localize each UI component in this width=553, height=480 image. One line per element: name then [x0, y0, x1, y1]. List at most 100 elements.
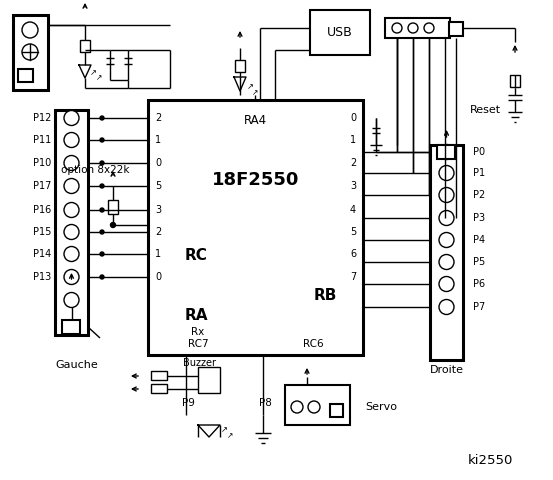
- Text: P6: P6: [473, 279, 485, 289]
- Text: 1: 1: [350, 135, 356, 145]
- Text: P16: P16: [33, 205, 51, 215]
- Text: P7: P7: [473, 302, 485, 312]
- Bar: [55, 110, 88, 335]
- Text: P9: P9: [181, 398, 195, 408]
- Text: 0: 0: [155, 158, 161, 168]
- Circle shape: [64, 247, 79, 262]
- Bar: [449, 22, 463, 36]
- Bar: [330, 404, 343, 417]
- Circle shape: [64, 225, 79, 240]
- Text: ↗: ↗: [247, 83, 253, 92]
- Text: P0: P0: [473, 147, 485, 157]
- Bar: [13, 15, 48, 90]
- Circle shape: [100, 138, 104, 142]
- Text: 0: 0: [350, 113, 356, 123]
- Text: P17: P17: [33, 181, 51, 191]
- Circle shape: [408, 23, 418, 33]
- Circle shape: [439, 276, 454, 291]
- Text: 2: 2: [350, 158, 356, 168]
- Text: 18F2550: 18F2550: [212, 171, 299, 189]
- Circle shape: [64, 203, 79, 217]
- Circle shape: [439, 144, 454, 159]
- Text: P15: P15: [33, 227, 51, 237]
- Bar: [18, 69, 33, 82]
- Circle shape: [111, 223, 116, 228]
- Circle shape: [291, 401, 303, 413]
- Circle shape: [100, 252, 104, 256]
- Bar: [151, 384, 167, 393]
- Text: ↗: ↗: [90, 69, 97, 77]
- Circle shape: [439, 188, 454, 203]
- Circle shape: [64, 132, 79, 147]
- Circle shape: [64, 179, 79, 193]
- Text: USB: USB: [327, 26, 353, 39]
- Circle shape: [439, 166, 454, 180]
- Bar: [108, 200, 118, 214]
- Text: 5: 5: [350, 227, 356, 237]
- Text: P10: P10: [33, 158, 51, 168]
- Text: RA: RA: [184, 308, 208, 323]
- Text: 0: 0: [155, 272, 161, 282]
- Text: RB: RB: [314, 288, 337, 302]
- Text: ki2550: ki2550: [467, 454, 513, 467]
- Text: 1: 1: [155, 135, 161, 145]
- Circle shape: [100, 116, 104, 120]
- Circle shape: [100, 161, 104, 165]
- Text: 4: 4: [350, 205, 356, 215]
- Circle shape: [424, 23, 434, 33]
- Bar: [235, 60, 245, 72]
- Text: P14: P14: [33, 249, 51, 259]
- Text: P4: P4: [473, 235, 485, 245]
- Text: P5: P5: [473, 257, 485, 267]
- Circle shape: [100, 275, 104, 279]
- Circle shape: [100, 184, 104, 188]
- Text: 1: 1: [155, 249, 161, 259]
- Text: RC7: RC7: [187, 339, 208, 349]
- Circle shape: [64, 292, 79, 308]
- Circle shape: [22, 44, 38, 60]
- Text: 5: 5: [155, 181, 161, 191]
- Text: 7: 7: [350, 272, 356, 282]
- Text: P11: P11: [33, 135, 51, 145]
- Circle shape: [100, 208, 104, 212]
- Bar: [80, 40, 90, 52]
- Text: 2: 2: [155, 113, 161, 123]
- Circle shape: [64, 110, 79, 125]
- Text: ↗: ↗: [227, 432, 233, 441]
- Circle shape: [308, 401, 320, 413]
- Circle shape: [439, 211, 454, 226]
- Circle shape: [64, 269, 79, 285]
- Text: ↗: ↗: [96, 73, 102, 83]
- Text: ↗: ↗: [221, 425, 227, 434]
- Text: 3: 3: [155, 205, 161, 215]
- Text: Reset: Reset: [469, 105, 500, 115]
- Bar: [285, 385, 350, 425]
- Text: P12: P12: [33, 113, 51, 123]
- Bar: [310, 10, 370, 55]
- Bar: [430, 145, 463, 360]
- Text: RC6: RC6: [302, 339, 324, 349]
- Text: 3: 3: [350, 181, 356, 191]
- Text: P8: P8: [259, 398, 272, 408]
- Circle shape: [22, 22, 38, 38]
- Bar: [385, 18, 450, 38]
- Text: Droite: Droite: [430, 365, 463, 375]
- Text: Rx: Rx: [191, 327, 205, 337]
- Text: Servo: Servo: [365, 402, 397, 412]
- Text: P1: P1: [473, 168, 485, 178]
- Text: 2: 2: [155, 227, 161, 237]
- Text: Gauche: Gauche: [55, 360, 98, 370]
- Circle shape: [392, 23, 402, 33]
- Text: RA4: RA4: [244, 113, 267, 127]
- Circle shape: [439, 232, 454, 248]
- Bar: [198, 367, 220, 393]
- Circle shape: [100, 230, 104, 234]
- Bar: [148, 100, 363, 355]
- Circle shape: [64, 156, 79, 170]
- Text: RC: RC: [185, 248, 207, 263]
- Text: 6: 6: [350, 249, 356, 259]
- Circle shape: [439, 300, 454, 314]
- Text: P2: P2: [473, 190, 485, 200]
- Bar: [437, 145, 455, 159]
- Text: option 8x22k: option 8x22k: [61, 165, 129, 175]
